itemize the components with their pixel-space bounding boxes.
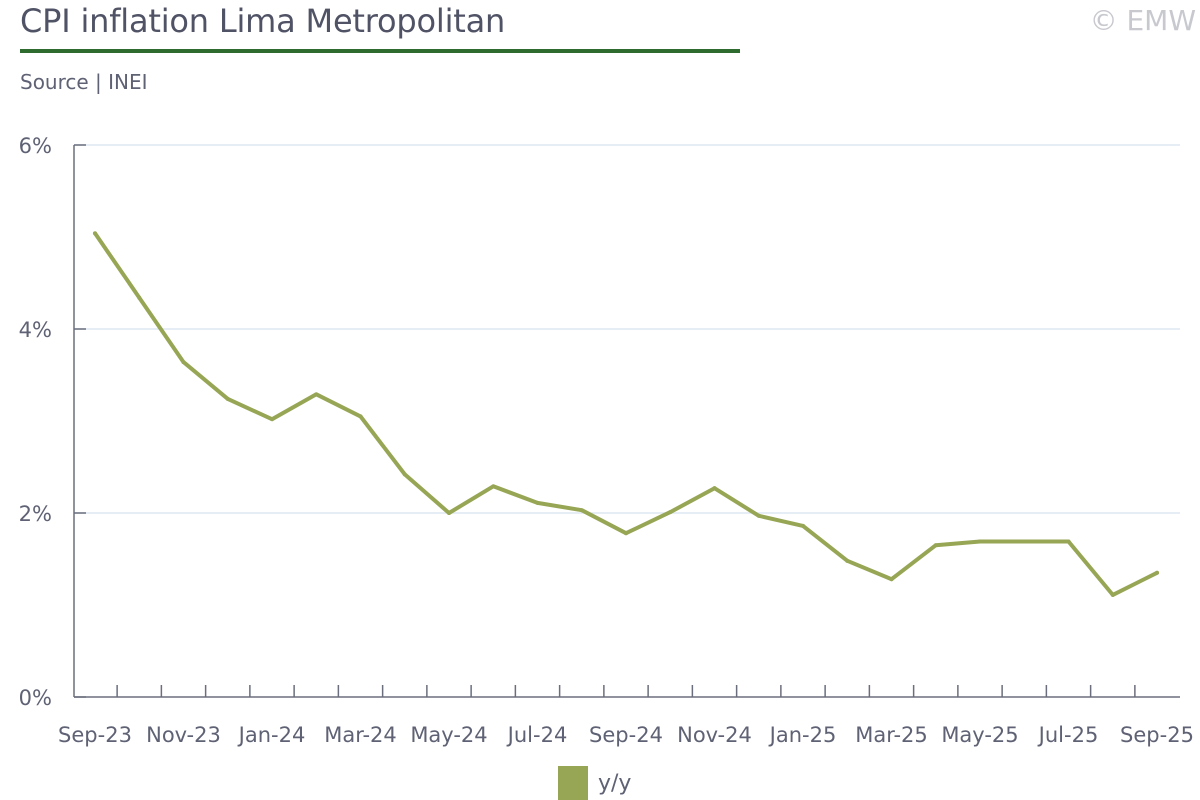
copyright-notice: © EMW	[1089, 4, 1196, 37]
data-point-oct-24	[668, 510, 673, 515]
x-tick-label-11: Jul-25	[1037, 723, 1099, 747]
data-point-dec-23	[225, 396, 230, 401]
data-point-nov-24	[712, 486, 717, 491]
data-point-may-25	[978, 539, 982, 544]
x-tick-label-5: Jul-24	[506, 723, 568, 747]
x-tick-label-12: Sep-25	[1120, 723, 1194, 747]
data-point-mar-25	[889, 577, 894, 582]
data-point-feb-24	[314, 392, 319, 397]
x-tick-label-9: Mar-25	[855, 723, 928, 747]
data-point-oct-23	[137, 295, 142, 300]
x-tick-label-2: Jan-24	[237, 723, 306, 747]
data-point-jun-24	[491, 484, 496, 489]
x-tick-label-8: Jan-25	[768, 723, 837, 747]
legend-label-yy: y/y	[598, 770, 632, 796]
y-tick-label-3: 6%	[19, 134, 52, 158]
legend: y/y	[558, 766, 631, 800]
data-point-jul-24	[535, 500, 540, 505]
data-point-dec-24	[756, 513, 761, 518]
x-tick-label-1: Nov-23	[146, 723, 221, 747]
data-point-apr-25	[933, 543, 938, 548]
y-tick-label-0: 0%	[19, 686, 52, 710]
data-point-nov-23	[181, 360, 186, 365]
data-point-jul-25	[1066, 539, 1071, 544]
data-point-mar-24	[358, 414, 363, 419]
data-point-aug-25	[1110, 592, 1115, 597]
y-tick-label-1: 2%	[19, 502, 52, 526]
data-point-apr-24	[402, 472, 407, 477]
data-point-jan-24	[270, 417, 274, 422]
x-tick-label-7: Nov-24	[677, 723, 752, 747]
chart-title: CPI inflation Lima Metropolitan	[20, 2, 506, 40]
series-line-yy	[93, 231, 1159, 597]
data-point-jun-25	[1022, 539, 1027, 544]
y-tick-label-2: 4%	[19, 318, 52, 342]
data-point-feb-25	[845, 558, 850, 563]
title-underline	[20, 49, 740, 53]
data-point-jan-25	[801, 523, 805, 528]
data-point-may-24	[447, 511, 451, 515]
x-tick-label-0: Sep-23	[58, 723, 132, 747]
x-tick-label-3: Mar-24	[324, 723, 397, 747]
x-tick-label-4: May-24	[410, 723, 487, 747]
x-tick-label-10: May-25	[941, 723, 1018, 747]
data-point-sep-25	[1155, 570, 1159, 575]
x-tick-label-6: Sep-24	[589, 723, 663, 747]
data-point-aug-24	[579, 508, 584, 513]
data-point-sep-24	[624, 531, 628, 536]
legend-swatch-yy	[558, 766, 588, 800]
data-point-sep-23	[93, 231, 97, 236]
source-label: Source | INEI	[20, 70, 148, 94]
